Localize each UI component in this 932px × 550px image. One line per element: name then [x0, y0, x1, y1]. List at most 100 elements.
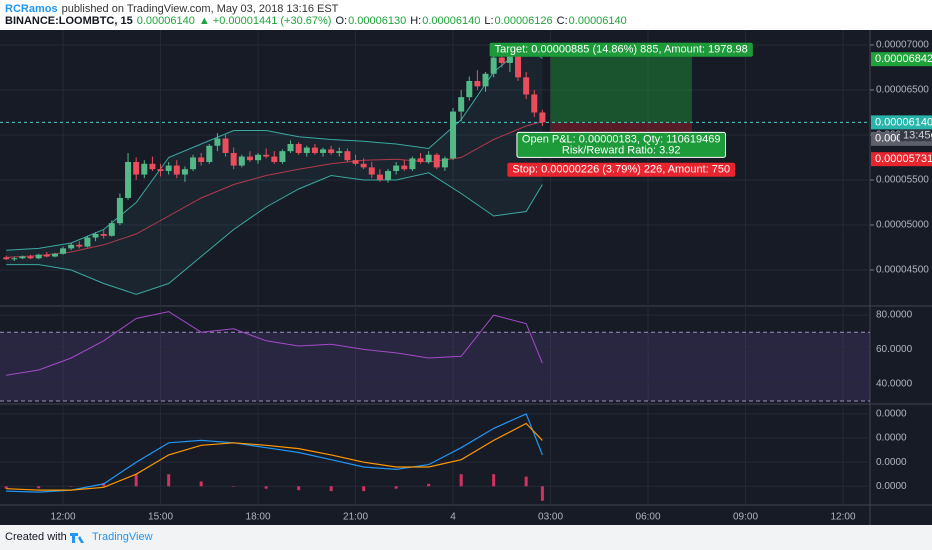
bollinger-middle	[6, 121, 543, 258]
price-change: ▲ +0.00001441 (+30.67%)	[199, 15, 332, 27]
candle-body	[539, 112, 546, 123]
ohlc-key: C:	[557, 15, 568, 27]
candle-body	[157, 169, 164, 171]
candle-body	[198, 157, 205, 162]
macd-histogram-bar	[199, 481, 203, 487]
candle-body	[27, 256, 34, 259]
last-price: 0.00006140	[137, 15, 195, 27]
macd-histogram-bar	[362, 486, 366, 492]
candle-body	[328, 149, 335, 153]
candle-body	[287, 143, 294, 152]
macd-histogram-bar	[329, 486, 333, 492]
footer-created: Created with	[5, 531, 67, 543]
macd-macd-line	[6, 413, 543, 493]
candle-body	[68, 244, 75, 249]
y-tick-label: 0.00007000	[876, 40, 929, 51]
candle-body	[490, 57, 497, 74]
candle-body	[230, 152, 237, 166]
candle-body	[385, 170, 392, 180]
candle-body	[214, 138, 221, 146]
ohlc-value: 0.00006126	[495, 15, 553, 27]
pnl-label: Open P&L: 0.00000183, Qty: 110619469	[522, 133, 721, 145]
candle-body	[141, 163, 148, 175]
price-badge-label: 0.00006140	[875, 116, 932, 128]
ratio-label: Risk/Reward Ratio: 3.92	[562, 144, 681, 156]
candle-body	[35, 254, 42, 259]
candle-body	[279, 151, 286, 162]
macd-histogram-bar	[524, 476, 528, 487]
candle-body	[506, 55, 513, 63]
macd-histogram-bar	[232, 486, 236, 487]
candle-body	[19, 256, 26, 259]
x-tick-label: 18:00	[246, 512, 271, 523]
macd-histogram-bar	[394, 486, 398, 489]
candle-body	[474, 80, 481, 87]
candle-body	[482, 73, 489, 87]
candle-body	[108, 223, 115, 236]
published-info: published on TradingView.com, May 03, 20…	[62, 3, 339, 15]
x-tick-label: 12:00	[831, 512, 856, 523]
candle-body	[3, 257, 10, 260]
candle-body	[246, 156, 253, 161]
candle-body	[92, 233, 99, 238]
candle-body	[100, 233, 107, 236]
price-badge	[871, 115, 932, 130]
ohlc-value: 0.00006140	[569, 15, 627, 27]
rsi-line	[6, 311, 543, 376]
candle-body	[458, 97, 465, 112]
candle-body	[222, 138, 229, 153]
candle-body	[51, 253, 58, 257]
candle-body	[133, 161, 140, 175]
stop-label-box	[507, 162, 736, 177]
candle-body	[76, 244, 83, 247]
candle-body	[60, 248, 67, 254]
header-bg	[0, 0, 932, 30]
candle-body	[125, 161, 132, 198]
macd-tick-label: 0.0000	[876, 481, 907, 492]
x-tick-label: 03:00	[538, 512, 563, 523]
macd-histogram-bar	[69, 486, 73, 487]
candle-body	[368, 167, 375, 175]
x-tick-label: 21:00	[343, 512, 368, 523]
candle-body	[336, 151, 343, 153]
candle-body	[206, 145, 213, 162]
candle-body	[43, 254, 50, 257]
macd-histogram-bar	[264, 486, 268, 489]
macd-histogram-bar	[427, 483, 431, 487]
x-tick-label: 12:00	[51, 512, 76, 523]
price-badge	[871, 152, 932, 167]
candle-body	[401, 165, 408, 170]
candle-body	[271, 156, 278, 162]
candle-body	[393, 165, 400, 171]
price-badge-label: 0.00006842	[875, 53, 932, 65]
macd-histogram-bar	[37, 486, 41, 489]
y-tick-label: 0.00004500	[876, 265, 929, 276]
pnl-label-box	[516, 131, 727, 158]
macd-histogram-bar	[297, 486, 301, 491]
candle-body	[352, 160, 359, 164]
candle-body	[255, 154, 262, 161]
x-tick-label: 09:00	[733, 512, 758, 523]
x-tick-label: 06:00	[636, 512, 661, 523]
macd-tick-label: 0.0000	[876, 409, 907, 420]
macd-histogram-bar	[102, 482, 106, 487]
macd-histogram-bar	[167, 474, 171, 487]
candle-body	[425, 154, 432, 162]
x-tick-label: 15:00	[148, 512, 173, 523]
ohlc-key: H:	[410, 15, 421, 27]
candle-body	[11, 258, 18, 260]
candle-body	[531, 94, 538, 113]
bollinger-upper	[6, 44, 543, 251]
candle-body	[181, 169, 188, 175]
rsi-band	[0, 332, 870, 401]
candle-body	[409, 158, 416, 170]
candle-body	[376, 174, 383, 180]
candle-body	[523, 77, 530, 95]
y-tick-label: 0.00005000	[876, 220, 929, 231]
candle-body	[311, 147, 318, 153]
macd-signal-line	[6, 422, 543, 491]
price-badge-label: 0.00005731	[875, 153, 932, 165]
candle-body	[417, 158, 424, 162]
target-label: Target: 0.00000885 (14.86%) 885, Amount:…	[495, 44, 748, 56]
